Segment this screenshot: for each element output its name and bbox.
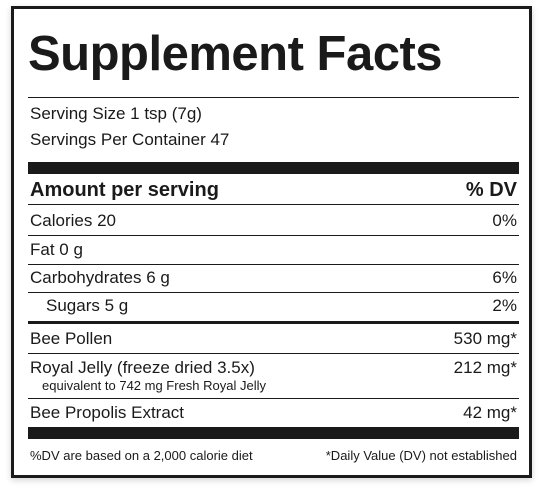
footer-dv-note: %DV are based on a 2,000 calorie diet bbox=[30, 448, 253, 463]
servings-per-container: Servings Per Container 47 bbox=[30, 130, 230, 149]
divider bbox=[28, 97, 519, 98]
ingredient-bee-propolis-label: Bee Propolis Extract bbox=[30, 403, 185, 422]
ingredient-bee-pollen-label: Bee Pollen bbox=[30, 329, 113, 348]
nutrient-sugars-label: Sugars 5 g bbox=[46, 296, 129, 315]
supplement-facts-panel: Supplement Facts Serving Size 1 tsp (7g)… bbox=[11, 6, 532, 478]
medium-divider bbox=[28, 321, 519, 324]
ingredient-royal-jelly-label: Royal Jelly (freeze dried 3.5x) bbox=[30, 358, 255, 377]
divider bbox=[28, 264, 519, 265]
nutrient-calories-dv: 0% bbox=[492, 211, 517, 230]
divider bbox=[28, 292, 519, 293]
amount-per-serving-header: Amount per serving bbox=[30, 179, 219, 201]
ingredient-bee-propolis-amount: 42 mg* bbox=[463, 403, 517, 422]
nutrient-calories-label: Calories 20 bbox=[30, 211, 116, 230]
divider bbox=[28, 398, 519, 399]
panel-title: Supplement Facts bbox=[28, 27, 443, 81]
footer-daily-value-note: *Daily Value (DV) not established bbox=[325, 448, 517, 463]
divider bbox=[28, 204, 519, 205]
ingredient-royal-jelly-amount: 212 mg* bbox=[453, 358, 517, 377]
thick-divider bbox=[28, 427, 519, 439]
nutrient-fat-label: Fat 0 g bbox=[30, 240, 83, 259]
divider bbox=[28, 235, 519, 236]
thick-divider bbox=[28, 162, 519, 174]
nutrient-carbohydrates-label: Carbohydrates 6 g bbox=[30, 268, 170, 287]
nutrient-sugars-dv: 2% bbox=[492, 296, 517, 315]
dv-header: % DV bbox=[465, 179, 517, 201]
divider bbox=[28, 353, 519, 354]
nutrient-carbohydrates-dv: 6% bbox=[492, 268, 517, 287]
ingredient-royal-jelly-note: equivalent to 742 mg Fresh Royal Jelly bbox=[42, 378, 267, 393]
ingredient-bee-pollen-amount: 530 mg* bbox=[453, 329, 517, 348]
serving-size: Serving Size 1 tsp (7g) bbox=[30, 104, 202, 123]
